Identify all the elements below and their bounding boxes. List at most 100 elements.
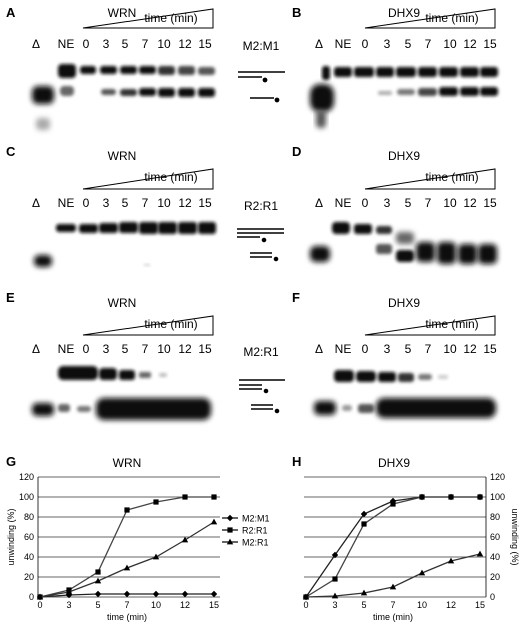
substrate-label-1: M2:M1 (243, 39, 280, 53)
y-tick-label: 60 (24, 532, 34, 542)
substrate-diagram-m2m1 (238, 71, 285, 103)
svg-text:12: 12 (463, 342, 477, 356)
gel-e-enzyme: WRN (108, 296, 137, 310)
x-tick-label: 10 (417, 600, 427, 610)
panel-letter-e: E (6, 290, 15, 305)
point-m2m1 (123, 590, 131, 598)
svg-text:3: 3 (103, 37, 110, 51)
svg-text:Δ: Δ (315, 196, 323, 210)
point-m2m1 (181, 590, 189, 598)
svg-text:NE: NE (58, 196, 75, 210)
gel-b-time-wedge (364, 8, 496, 29)
svg-text:3: 3 (384, 37, 391, 51)
svg-text:5: 5 (405, 37, 412, 51)
chart-h: 0 20 40 60 80 100 120 0 3 5 7 10 12 15 time (min) unwin… (302, 472, 520, 622)
point-m2m1 (94, 590, 102, 598)
gel-e-lane-labels: Δ NE 0 3 5 7 10 12 15 (32, 342, 212, 356)
point-r2r1 (211, 494, 217, 500)
series-line-r2r1 (305, 496, 480, 598)
x-tick-label: 12 (180, 600, 190, 610)
legend-label: R2:R1 (242, 526, 268, 536)
x-tick-label: 5 (95, 600, 100, 610)
svg-text:Δ: Δ (315, 37, 323, 51)
substrate-label-3: M2:R1 (243, 345, 279, 359)
point-m2r1 (476, 550, 484, 557)
svg-text:15: 15 (483, 196, 497, 210)
x-tick-label: 5 (361, 600, 366, 610)
point-r2r1 (182, 494, 188, 500)
svg-text:10: 10 (157, 196, 171, 210)
legend-marker (226, 538, 234, 545)
svg-text:15: 15 (198, 342, 212, 356)
svg-text:12: 12 (463, 196, 477, 210)
svg-text:15: 15 (198, 37, 212, 51)
chart-h-title: DHX9 (378, 456, 410, 470)
svg-text:10: 10 (157, 37, 171, 51)
y-tick-label: 100 (490, 492, 505, 502)
y-tick-label: 80 (490, 512, 500, 522)
svg-text:7: 7 (425, 196, 432, 210)
svg-text:3: 3 (103, 196, 110, 210)
gel-e-time-wedge (82, 315, 214, 336)
chart-legend: M2:M1 R2:R1 M2:R1 (222, 514, 270, 548)
gel-a-bands (32, 64, 215, 130)
gel-d-time-wedge (364, 168, 496, 190)
x-tick-label: 3 (66, 600, 71, 610)
point-r2r1 (361, 521, 367, 527)
gel-d-lane-labels: Δ NE 0 3 5 7 10 12 15 (315, 196, 497, 210)
point-r2r1 (332, 576, 338, 582)
x-tick-label: 3 (332, 600, 337, 610)
point-r2r1 (419, 494, 425, 500)
panel-letter-f: F (292, 290, 300, 305)
point-r2r1 (448, 494, 454, 500)
point-m2r1 (447, 557, 455, 564)
gel-d-bands (310, 222, 497, 264)
gel-c-lane-labels: Δ NE 0 3 5 7 10 12 15 (32, 196, 212, 210)
svg-text:3: 3 (103, 342, 110, 356)
svg-text:12: 12 (463, 37, 477, 51)
legend-label: M2:M1 (242, 514, 270, 524)
gel-f-time-wedge (364, 315, 496, 336)
panel-letter-c: C (6, 144, 16, 159)
point-m2r1 (360, 589, 368, 596)
svg-text:10: 10 (443, 37, 457, 51)
y-tick-label: 0 (490, 592, 495, 602)
x-axis-label: time (min) (107, 612, 147, 622)
panel-letter-d: D (292, 144, 301, 159)
gel-c-time-wedge (82, 168, 214, 190)
y-tick-label: 120 (19, 472, 34, 482)
panel-letter-a: A (6, 5, 16, 20)
svg-text:0: 0 (362, 37, 369, 51)
svg-text:5: 5 (405, 196, 412, 210)
svg-text:0: 0 (83, 37, 90, 51)
x-tick-label: 7 (124, 600, 129, 610)
svg-text:12: 12 (178, 37, 192, 51)
legend-marker (226, 514, 234, 522)
gel-a-lane-labels: Δ NE 0 3 5 7 10 12 15 (32, 37, 212, 51)
gel-c-enzyme: WRN (108, 149, 137, 163)
y-tick-label: 40 (24, 552, 34, 562)
gel-d-enzyme: DHX9 (388, 149, 420, 163)
svg-text:3: 3 (384, 196, 391, 210)
chart-g: 0 20 40 60 80 100 120 0 3 5 7 10 12 15 time (min) unwin… (6, 472, 220, 622)
y-tick-label: 100 (19, 492, 34, 502)
gel-c-bands (34, 222, 216, 267)
x-tick-label: 7 (390, 600, 395, 610)
gel-f-enzyme: DHX9 (388, 296, 420, 310)
y-axis-label: unwinding (%) (510, 508, 520, 565)
point-m2r1 (418, 569, 426, 576)
svg-text:10: 10 (443, 342, 457, 356)
x-tick-label: 15 (209, 600, 219, 610)
svg-text:Δ: Δ (32, 37, 40, 51)
panel-letter-g: G (6, 454, 16, 469)
svg-text:Δ: Δ (32, 342, 40, 356)
svg-text:NE: NE (58, 342, 75, 356)
gel-e-bands (32, 366, 211, 420)
svg-text:3: 3 (384, 342, 391, 356)
y-tick-label: 40 (490, 552, 500, 562)
y-tick-label: 0 (29, 592, 34, 602)
series-line-m2r1 (305, 553, 481, 598)
point-m2m1 (331, 551, 339, 559)
point-m2r1 (331, 592, 339, 599)
